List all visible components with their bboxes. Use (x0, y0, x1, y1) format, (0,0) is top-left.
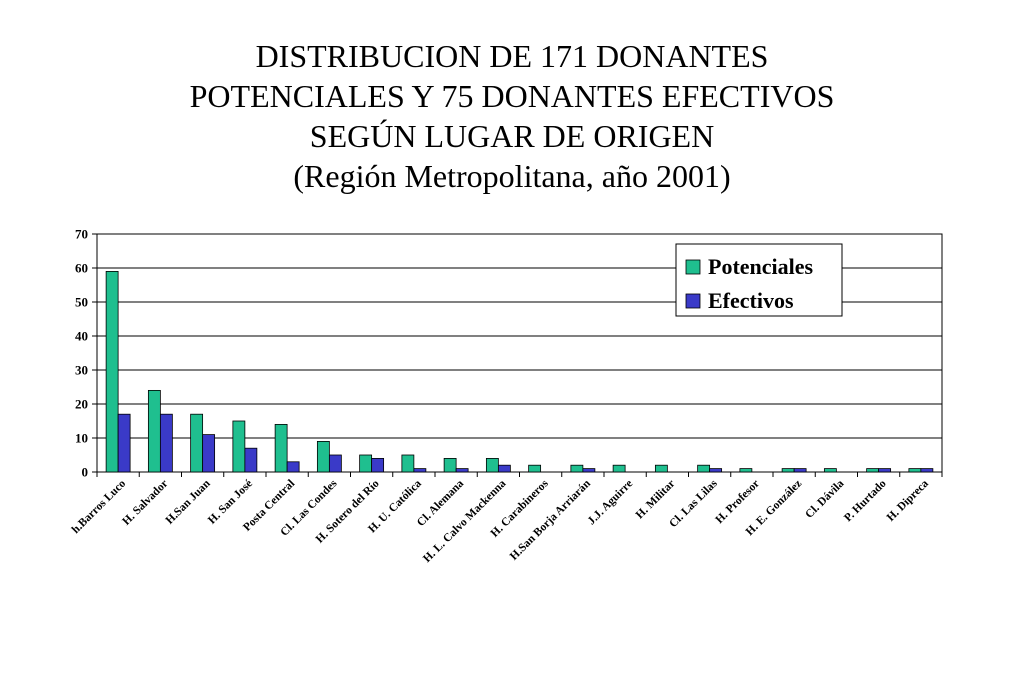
bar-potenciales (359, 454, 373, 473)
bar-potenciales (570, 464, 584, 473)
bar-potenciales (654, 464, 668, 473)
bar-potenciales (316, 440, 330, 473)
chart-title: DISTRIBUCION DE 171 DONANTES POTENCIALES… (0, 36, 1024, 196)
y-tick-label: 70 (75, 227, 88, 242)
bar-efectivos (497, 464, 511, 473)
y-tick-label: 20 (75, 397, 88, 412)
bar-efectivos (709, 468, 723, 473)
category-label: H. L. Calvo Mackenna (421, 477, 508, 564)
y-tick-label: 40 (75, 329, 88, 344)
bar-efectivos (878, 468, 892, 473)
y-tick-label: 50 (75, 295, 88, 310)
category-label: H.San Juan (164, 477, 214, 527)
bar-potenciales (612, 464, 626, 473)
bar-efectivos (371, 457, 385, 473)
y-tick-label: 30 (75, 363, 88, 378)
bar-efectivos (244, 447, 258, 473)
bar-potenciales (105, 270, 119, 473)
category-label: Cl. Dávila (803, 477, 846, 520)
bar-efectivos (582, 468, 596, 473)
bar-efectivos (159, 413, 173, 473)
bar-potenciales (528, 464, 542, 473)
bar-efectivos (793, 468, 807, 473)
bar-efectivos (286, 461, 300, 473)
title-line-2: POTENCIALES Y 75 DONANTES EFECTIVOS (189, 78, 835, 114)
bar-potenciales (866, 468, 880, 473)
category-label: H. Salvador (120, 478, 170, 528)
category-label: h.Barros Luco (70, 477, 129, 536)
legend-label-potenciales: Potenciales (708, 254, 814, 279)
category-label: H. Militar (634, 478, 678, 522)
bar-potenciales (274, 423, 288, 473)
bar-potenciales (823, 468, 837, 473)
bar-potenciales (401, 454, 415, 473)
bar-potenciales (697, 464, 711, 473)
legend-box (675, 243, 843, 317)
bar-efectivos (202, 434, 216, 473)
bar-potenciales (232, 420, 246, 473)
category-label: H.San Borja Arriarán (508, 477, 593, 562)
bar-potenciales (190, 413, 204, 473)
title-line-3: SEGÚN LUGAR DE ORIGEN (309, 118, 715, 154)
bar-efectivos (455, 468, 469, 473)
y-tick-label: 0 (82, 465, 89, 480)
bar-potenciales (908, 468, 922, 473)
legend-label-efectivos: Efectivos (708, 288, 794, 313)
bar-potenciales (485, 457, 499, 473)
title-line-4: (Región Metropolitana, año 2001) (293, 158, 731, 194)
bar-potenciales (739, 468, 753, 473)
title-line-1: DISTRIBUCION DE 171 DONANTES (255, 38, 769, 74)
bar-efectivos (328, 454, 342, 473)
category-label: H. Dipreca (885, 477, 931, 523)
category-label: J.J. Aguirre (586, 478, 636, 528)
bar-efectivos (920, 468, 934, 473)
category-label: P. Hurtado (842, 477, 889, 524)
bar-potenciales (443, 457, 457, 473)
bar-efectivos (413, 468, 427, 473)
y-tick-label: 60 (75, 261, 88, 276)
bar-potenciales (147, 389, 161, 473)
legend-swatch-potenciales (685, 259, 701, 275)
bar-potenciales (781, 468, 795, 473)
legend-swatch-efectivos (685, 293, 701, 309)
bar-efectivos (117, 413, 131, 473)
y-tick-label: 10 (75, 431, 88, 446)
